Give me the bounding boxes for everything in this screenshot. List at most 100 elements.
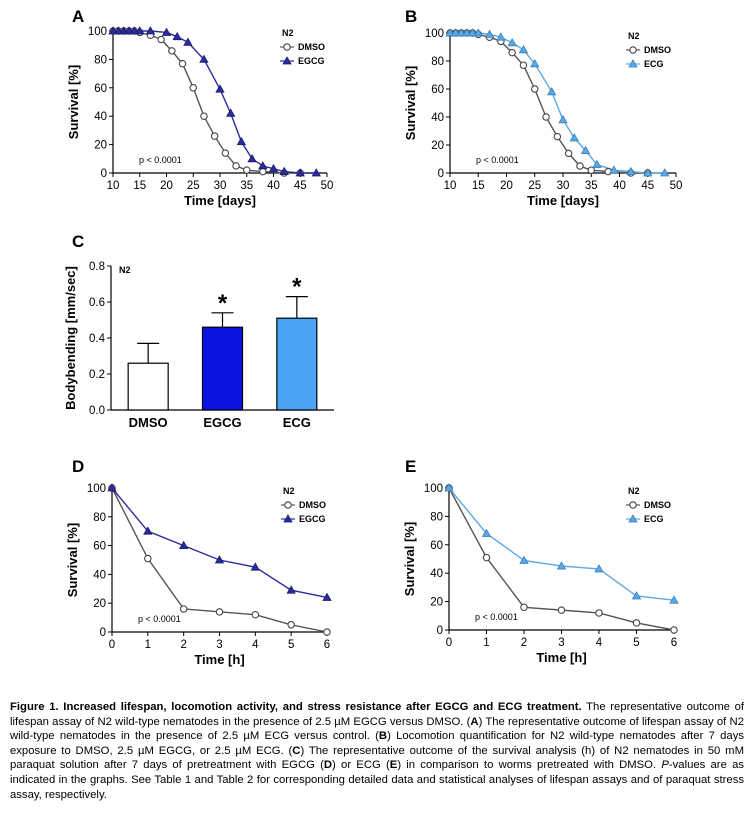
data-point-dmso	[632, 619, 641, 627]
x-tick-label: 10	[444, 180, 457, 192]
y-tick-label: 0	[438, 168, 444, 180]
series-line-ecg	[450, 32, 665, 174]
data-point-egcg	[295, 168, 305, 177]
data-point-egcg	[258, 161, 268, 170]
data-point-egcg	[143, 526, 153, 535]
data-point-ecg	[643, 168, 653, 177]
data-point-egcg	[236, 136, 247, 146]
data-point-egcg	[247, 153, 257, 163]
x-tick-label: 30	[214, 180, 227, 192]
data-point-dmso	[168, 47, 176, 55]
x-tick-label: 45	[294, 180, 307, 192]
x-tick-label: 30	[557, 180, 570, 192]
data-point-dmso	[189, 84, 198, 92]
data-point-egcg	[286, 585, 296, 594]
series-line-dmso	[450, 32, 648, 174]
data-point-ecg	[518, 44, 529, 54]
chart-b: B 10 15 20 25 30 35 40 45 50 0 20 40 60 80 100 Time [day…	[403, 7, 682, 208]
p-value-annotation: p < 0.0001	[138, 614, 181, 624]
legend-marker	[629, 46, 637, 54]
caption-text: ) Locomotion quantification for N2 wild-…	[10, 730, 744, 757]
y-tick-label: 60	[431, 84, 444, 96]
data-point-dmso	[157, 35, 165, 44]
panel-letter: A	[72, 7, 84, 26]
significance-marker: *	[292, 274, 302, 301]
x-tick-label: 4	[252, 639, 259, 651]
data-point-dmso	[519, 61, 528, 69]
legend-marker	[629, 501, 637, 509]
caption-text: ) The representative outcome of the surv…	[10, 744, 744, 772]
legend-entry: DMSO	[298, 42, 325, 52]
x-tick-label: EGCG	[203, 415, 241, 430]
data-point-dmso	[259, 167, 267, 176]
y-tick-label: 80	[93, 512, 106, 524]
x-tick-label: 20	[160, 180, 173, 192]
data-point-egcg	[322, 592, 332, 601]
data-point-dmso	[557, 606, 566, 614]
y-tick-label: 40	[431, 112, 444, 124]
x-tick-label: 2	[180, 639, 186, 651]
figure-caption: Figure 1. Increased lifespan, locomotion…	[10, 700, 744, 802]
x-tick-label: 5	[288, 639, 294, 651]
panel-letter: D	[72, 457, 84, 476]
x-tick-label: 3	[558, 637, 564, 649]
data-point-ecg	[444, 483, 454, 492]
x-tick-label: 15	[472, 180, 485, 192]
x-tick-label: 50	[321, 180, 334, 192]
data-point-dmso	[564, 149, 573, 158]
y-tick-label: 100	[87, 483, 106, 495]
data-point-dmso	[542, 113, 550, 121]
data-point-dmso	[670, 626, 678, 634]
data-point-egcg	[178, 540, 189, 549]
x-tick-label: 0	[109, 639, 115, 651]
data-point-egcg	[279, 166, 289, 175]
data-point-dmso	[179, 605, 188, 613]
x-tick-label: 35	[240, 180, 253, 192]
x-tick-label: 4	[596, 637, 603, 649]
data-point-egcg	[107, 483, 117, 492]
caption-text: -values are as indicated in the graphs. …	[10, 759, 745, 801]
caption-ref: B	[378, 730, 388, 743]
series-line-dmso	[113, 30, 301, 174]
data-point-ecg	[558, 114, 568, 124]
x-tick-label: 40	[613, 180, 626, 192]
x-tick-label: 50	[670, 180, 683, 192]
y-tick-label: 0	[101, 168, 107, 180]
legend-title: N2	[119, 265, 131, 275]
data-point-dmso	[210, 132, 219, 140]
series-line-egcg	[113, 30, 317, 174]
data-point-dmso	[232, 162, 240, 170]
data-point-egcg	[215, 84, 225, 93]
data-point-dmso	[576, 162, 584, 170]
data-point-egcg	[311, 168, 321, 177]
x-tick-label: ECG	[283, 415, 311, 430]
data-point-ecg	[507, 37, 517, 47]
caption-text: P	[661, 759, 669, 772]
y-tick-label: 0	[437, 625, 443, 637]
x-tick-label: 6	[671, 637, 677, 649]
p-value-annotation: p < 0.0001	[139, 155, 182, 165]
data-point-ecg	[631, 591, 642, 600]
x-tick-label: 1	[145, 639, 151, 651]
data-point-egcg	[172, 31, 182, 41]
caption-text: ) or ECG (	[332, 759, 390, 772]
x-tick-label: 5	[633, 637, 639, 649]
data-point-ecg	[569, 133, 579, 142]
y-tick-label: 100	[424, 483, 443, 495]
data-point-dmso	[482, 553, 491, 562]
caption-ref: A	[470, 715, 479, 728]
y-tick-label: 80	[94, 54, 107, 66]
data-point-egcg	[135, 26, 145, 35]
caption-ref: D	[323, 759, 333, 772]
x-tick-label: 20	[500, 180, 513, 192]
y-tick-label: 20	[93, 598, 106, 610]
legend-marker	[283, 43, 291, 51]
y-tick-label: 80	[431, 56, 444, 68]
y-tick-label: 0.8	[89, 261, 105, 273]
data-point-dmso	[178, 59, 187, 68]
x-tick-label: DMSO	[129, 415, 168, 430]
legend-title: N2	[628, 486, 640, 496]
